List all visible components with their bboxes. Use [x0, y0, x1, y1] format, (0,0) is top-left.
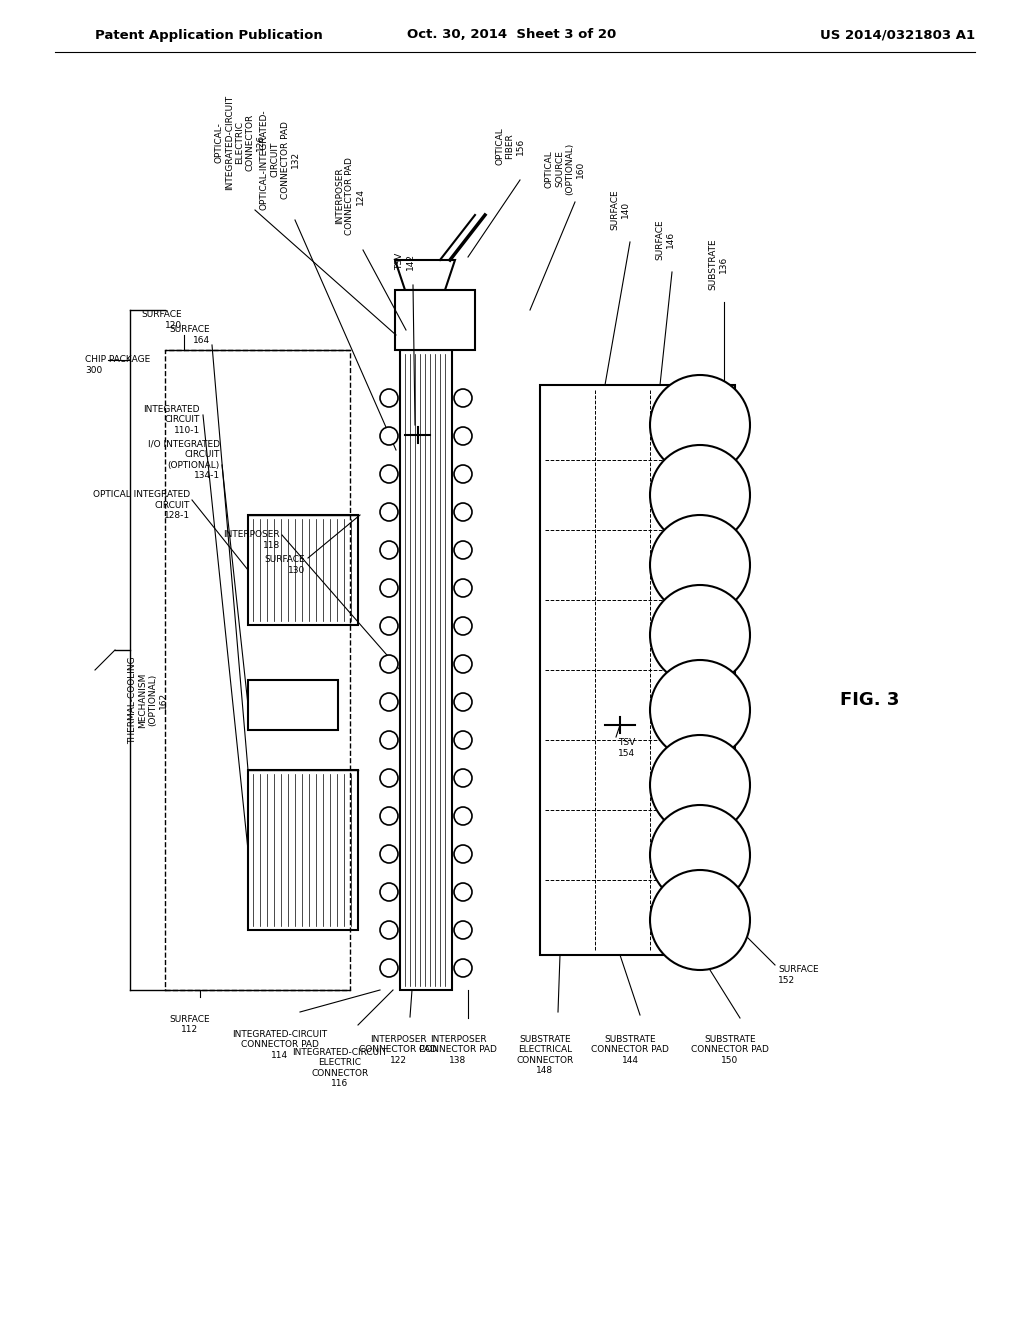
Circle shape [454, 731, 472, 748]
Circle shape [454, 389, 472, 407]
Text: INTEGRATED-CIRCUIT
ELECTRIC
CONNECTOR
116: INTEGRATED-CIRCUIT ELECTRIC CONNECTOR 11… [293, 1048, 387, 1088]
Circle shape [650, 515, 750, 615]
Text: SURFACE
152: SURFACE 152 [778, 965, 818, 985]
Circle shape [380, 616, 398, 635]
Circle shape [454, 883, 472, 902]
Circle shape [380, 465, 398, 483]
Text: SUBSTRATE
CONNECTOR PAD
150: SUBSTRATE CONNECTOR PAD 150 [691, 1035, 769, 1065]
Text: CHIP PACKAGE
300: CHIP PACKAGE 300 [85, 355, 151, 375]
Circle shape [454, 503, 472, 521]
Circle shape [380, 389, 398, 407]
Circle shape [380, 845, 398, 863]
Circle shape [454, 770, 472, 787]
Circle shape [380, 770, 398, 787]
Text: OPTICAL-
INTEGRATED-CIRCUIT
ELECTRIC
CONNECTOR
126: OPTICAL- INTEGRATED-CIRCUIT ELECTRIC CON… [215, 95, 265, 190]
Circle shape [650, 805, 750, 906]
Text: INTERPOSER
118: INTERPOSER 118 [223, 531, 280, 549]
Circle shape [650, 735, 750, 836]
Text: Oct. 30, 2014  Sheet 3 of 20: Oct. 30, 2014 Sheet 3 of 20 [408, 29, 616, 41]
Text: THERMAL-COOLING
MECHANISM
(OPTIONAL)
162: THERMAL-COOLING MECHANISM (OPTIONAL) 162 [128, 656, 168, 743]
Circle shape [454, 541, 472, 558]
Circle shape [454, 579, 472, 597]
Circle shape [454, 465, 472, 483]
Circle shape [380, 579, 398, 597]
Text: SURFACE
130: SURFACE 130 [264, 556, 305, 574]
Text: INTEGRATED-CIRCUIT
CONNECTOR PAD
114: INTEGRATED-CIRCUIT CONNECTOR PAD 114 [232, 1030, 328, 1060]
Circle shape [650, 585, 750, 685]
Circle shape [454, 426, 472, 445]
Bar [165, 350, 350, 990]
Text: OPTICAL
SOURCE
(OPTIONAL)
160: OPTICAL SOURCE (OPTIONAL) 160 [545, 143, 585, 195]
Text: US 2014/0321803 A1: US 2014/0321803 A1 [820, 29, 975, 41]
Bar [248, 515, 358, 624]
Circle shape [380, 693, 398, 711]
Text: FIG. 3: FIG. 3 [841, 690, 900, 709]
Text: SURFACE
146: SURFACE 146 [655, 219, 675, 260]
Circle shape [454, 616, 472, 635]
Circle shape [454, 921, 472, 939]
Text: OPTICAL-INTEGRATED-
CIRCUIT
CONNECTOR PAD
132: OPTICAL-INTEGRATED- CIRCUIT CONNECTOR PA… [260, 110, 300, 210]
Circle shape [380, 503, 398, 521]
Circle shape [380, 921, 398, 939]
Bar [248, 680, 338, 730]
Circle shape [380, 960, 398, 977]
Bar [395, 290, 475, 350]
Text: INTERPOSER
CONNECTOR PAD
138: INTERPOSER CONNECTOR PAD 138 [419, 1035, 497, 1065]
Circle shape [380, 807, 398, 825]
Text: INTERPOSER
CONNECTOR PAD
122: INTERPOSER CONNECTOR PAD 122 [359, 1035, 437, 1065]
Circle shape [650, 375, 750, 475]
Circle shape [380, 426, 398, 445]
Text: Patent Application Publication: Patent Application Publication [95, 29, 323, 41]
Circle shape [380, 541, 398, 558]
Text: SURFACE
112: SURFACE 112 [170, 1015, 210, 1035]
Circle shape [454, 960, 472, 977]
Text: SUBSTRATE
136: SUBSTRATE 136 [709, 239, 728, 290]
Circle shape [650, 660, 750, 760]
Circle shape [380, 883, 398, 902]
Text: SURFACE
164: SURFACE 164 [169, 325, 210, 345]
Circle shape [454, 693, 472, 711]
Bar [540, 385, 735, 954]
Bar [400, 350, 452, 990]
Text: SUBSTRATE
ELECTRICAL
CONNECTOR
148: SUBSTRATE ELECTRICAL CONNECTOR 148 [516, 1035, 573, 1076]
Text: TSV
154: TSV 154 [618, 738, 635, 758]
Circle shape [454, 655, 472, 673]
Text: SURFACE
120: SURFACE 120 [141, 310, 182, 330]
Circle shape [454, 845, 472, 863]
Text: INTERPOSER
CONNECTOR PAD
124: INTERPOSER CONNECTOR PAD 124 [335, 157, 365, 235]
Text: I/O INTEGRATED
CIRCUIT
(OPTIONAL)
134-1: I/O INTEGRATED CIRCUIT (OPTIONAL) 134-1 [148, 440, 220, 480]
Circle shape [650, 870, 750, 970]
Text: TSV
142: TSV 142 [395, 252, 415, 271]
Circle shape [380, 731, 398, 748]
Text: SURFACE
140: SURFACE 140 [610, 189, 630, 230]
Bar [248, 770, 358, 931]
Text: OPTICAL
FIBER
156: OPTICAL FIBER 156 [495, 127, 525, 165]
Text: OPTICAL INTEGRATED
CIRCUIT
128-1: OPTICAL INTEGRATED CIRCUIT 128-1 [93, 490, 190, 520]
Circle shape [454, 807, 472, 825]
Circle shape [380, 655, 398, 673]
Circle shape [650, 445, 750, 545]
Text: SUBSTRATE
CONNECTOR PAD
144: SUBSTRATE CONNECTOR PAD 144 [591, 1035, 669, 1065]
Text: INTEGRATED
CIRCUIT
110-1: INTEGRATED CIRCUIT 110-1 [143, 405, 200, 434]
